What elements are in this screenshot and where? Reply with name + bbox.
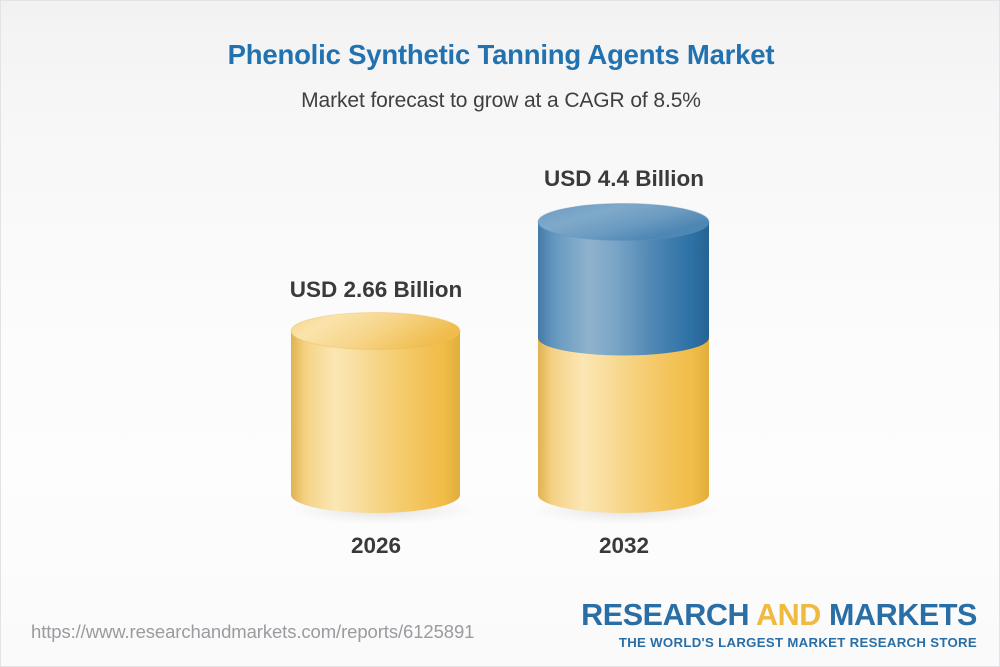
chart-subtitle: Market forecast to grow at a CAGR of 8.5… <box>301 89 701 112</box>
logo-wordmark: RESEARCH AND MARKETS <box>581 600 977 631</box>
logo-text-and: AND <box>756 598 821 632</box>
research-and-markets-logo: RESEARCH AND MARKETS THE WORLD'S LARGEST… <box>581 600 977 649</box>
bar-top-2026 <box>291 312 460 350</box>
source-url[interactable]: https://www.researchandmarkets.com/repor… <box>31 621 475 642</box>
value-label-2032: USD 4.4 Billion <box>543 166 705 191</box>
category-label-2026: 2026 <box>350 533 402 558</box>
bar-top-2032 <box>538 203 709 241</box>
page-title: Phenolic Synthetic Tanning Agents Market <box>227 39 775 70</box>
bar-cylinder-2026 <box>290 312 461 513</box>
logo-tagline: THE WORLD'S LARGEST MARKET RESEARCH STOR… <box>618 634 977 650</box>
bar-cylinder-2032 <box>537 203 710 513</box>
logo-text-markets: MARKETS <box>820 598 977 632</box>
logo-text-research: RESEARCH <box>581 598 757 632</box>
value-label-2026: USD 2.66 Billion <box>289 277 463 302</box>
category-label-2032: 2032 <box>598 533 650 558</box>
